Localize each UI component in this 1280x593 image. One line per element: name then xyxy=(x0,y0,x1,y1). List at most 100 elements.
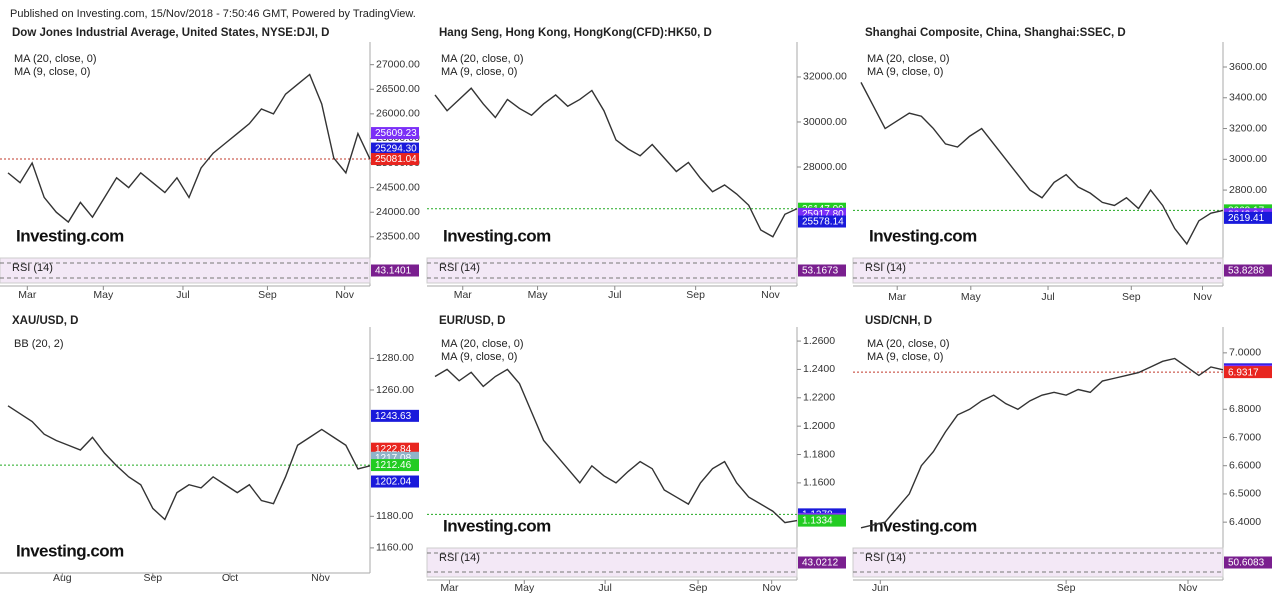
price-line xyxy=(860,82,1224,246)
y-tick-label: 28000.00 xyxy=(803,161,847,173)
price-tag xyxy=(371,127,419,140)
price-tag-label: 1.1334 xyxy=(802,516,833,527)
x-tick-label: Jul xyxy=(608,289,621,301)
x-tick-label: Jul xyxy=(176,289,189,301)
y-tick-label: 6.8000 xyxy=(1229,403,1261,415)
y-tick-label: 32000.00 xyxy=(803,71,847,83)
indicator-label: MA (20, close, 0) xyxy=(441,338,524,350)
rsi-panel xyxy=(426,257,798,284)
rsi-tag xyxy=(371,264,419,277)
rsi-panel xyxy=(852,547,1224,578)
price-tag-label: 1217.08 xyxy=(375,453,412,464)
rsi-value: 53.1673 xyxy=(802,266,839,277)
rsi-value: 43.0212 xyxy=(802,558,839,569)
chart-title: XAU/USD, D xyxy=(12,315,78,327)
rsi-label: RSI (14) xyxy=(439,552,480,564)
price-line xyxy=(860,357,1224,529)
indicator-label: MA (9, close, 0) xyxy=(867,66,943,78)
price-tag xyxy=(1224,211,1272,224)
rsi-value: 50.6083 xyxy=(1228,558,1265,569)
x-tick-label: Mar xyxy=(440,582,459,593)
y-tick-label: 1180.00 xyxy=(376,510,413,522)
price-tag-label: 2619.41 xyxy=(1228,213,1265,224)
price-tag-label: 25578.14 xyxy=(802,217,844,228)
rsi-value: 53.8288 xyxy=(1228,266,1265,277)
x-tick-label: Mar xyxy=(454,289,473,301)
x-tick-label: Sep xyxy=(258,289,277,301)
chart-title: EUR/USD, D xyxy=(439,315,505,327)
price-tag xyxy=(371,409,419,422)
rsi-tag xyxy=(1224,264,1272,277)
y-tick-label: 6.4000 xyxy=(1229,516,1261,528)
y-tick-label: 1260.00 xyxy=(376,384,414,396)
y-tick-label: 1.2000 xyxy=(803,420,835,432)
y-tick-label: 24500.00 xyxy=(376,181,420,193)
indicator-label: MA (9, close, 0) xyxy=(441,66,517,78)
indicator-label: MA (20, close, 0) xyxy=(867,338,950,350)
price-line xyxy=(434,87,798,238)
y-tick-label: 1160.00 xyxy=(376,542,413,554)
y-tick-label: 24000.00 xyxy=(376,206,420,218)
y-tick-label: 3200.00 xyxy=(1229,122,1267,134)
y-tick-label: 2800.00 xyxy=(1229,184,1267,196)
x-tick-label: Sep xyxy=(689,582,708,593)
indicator-label: BB (20, 2) xyxy=(14,338,64,350)
price-tag-label: 1243.63 xyxy=(375,411,412,422)
y-tick-label: 6.5000 xyxy=(1229,488,1261,500)
x-tick-label: Sep xyxy=(143,572,162,584)
price-tag-label: 25609.23 xyxy=(375,128,417,139)
y-tick-label: 7.0000 xyxy=(1229,347,1261,359)
watermark: Investing.com xyxy=(869,226,977,245)
y-tick-label: 3600.00 xyxy=(1229,61,1267,73)
watermark: Investing.com xyxy=(443,516,551,535)
price-tag-label: 25294.30 xyxy=(375,144,417,155)
rsi-panel xyxy=(426,547,798,578)
chart-title: Dow Jones Industrial Average, United Sta… xyxy=(12,27,329,39)
x-tick-label: Mar xyxy=(18,289,37,301)
x-tick-label: Jun xyxy=(872,582,889,593)
x-tick-label: Sep xyxy=(1122,291,1141,303)
x-tick-label: Oct xyxy=(222,572,238,584)
y-tick-label: 27000.00 xyxy=(376,58,420,70)
chart-title: Hang Seng, Hong Kong, HongKong(CFD):HK50… xyxy=(439,27,712,39)
rsi-value: 43.1401 xyxy=(375,266,412,277)
watermark: Investing.com xyxy=(443,226,551,245)
y-tick-label: 3400.00 xyxy=(1229,92,1267,104)
watermark: Investing.com xyxy=(16,226,124,245)
x-tick-label: May xyxy=(93,289,114,301)
price-tag xyxy=(371,475,419,488)
price-tag xyxy=(1224,366,1272,379)
x-tick-label: Nov xyxy=(1193,291,1212,303)
price-line xyxy=(7,405,371,521)
x-tick-label: Mar xyxy=(888,291,907,303)
x-tick-label: Jul xyxy=(1041,291,1054,303)
x-tick-label: Sep xyxy=(1057,582,1076,593)
rsi-panel xyxy=(0,257,371,284)
rsi-label: RSI (14) xyxy=(865,262,906,274)
x-tick-label: Nov xyxy=(761,289,780,301)
y-tick-label: 1.2200 xyxy=(803,392,835,404)
x-tick-label: Nov xyxy=(311,572,330,584)
x-tick-label: Nov xyxy=(1179,582,1198,593)
indicator-label: MA (20, close, 0) xyxy=(441,53,524,65)
rsi-label: RSI (14) xyxy=(865,552,906,564)
rsi-tag xyxy=(798,264,846,277)
watermark: Investing.com xyxy=(16,541,124,560)
rsi-tag xyxy=(1224,556,1272,569)
y-tick-label: 30000.00 xyxy=(803,116,847,128)
x-tick-label: May xyxy=(514,582,535,593)
indicator-label: MA (9, close, 0) xyxy=(441,351,517,363)
price-tag-label: 25081.04 xyxy=(375,154,417,165)
x-tick-label: Nov xyxy=(335,289,354,301)
y-tick-label: 6.6000 xyxy=(1229,459,1261,471)
indicator-label: MA (20, close, 0) xyxy=(14,53,97,65)
y-tick-label: 1.1800 xyxy=(803,448,835,460)
chart-title: Shanghai Composite, China, Shanghai:SSEC… xyxy=(865,27,1126,39)
price-line xyxy=(434,368,798,524)
price-tag xyxy=(371,459,419,472)
price-tag-label: 25917.80 xyxy=(802,209,844,220)
chart-title: USD/CNH, D xyxy=(865,315,932,327)
y-tick-label: 1280.00 xyxy=(376,352,414,364)
y-tick-label: 26000.00 xyxy=(376,108,420,120)
rsi-label: RSI (14) xyxy=(439,262,480,274)
